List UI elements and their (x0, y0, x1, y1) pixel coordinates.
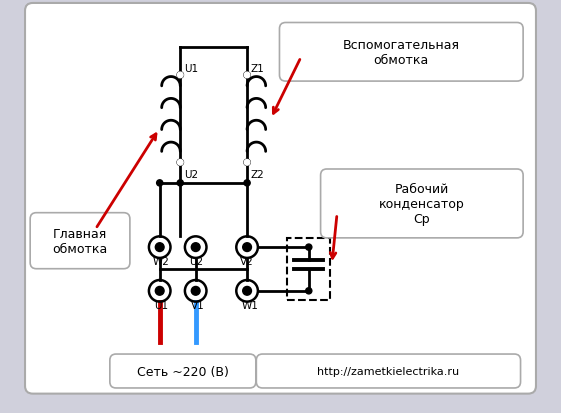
Text: Рабочий
конденсатор
Ср: Рабочий конденсатор Ср (379, 183, 465, 225)
Circle shape (306, 244, 312, 251)
Circle shape (244, 180, 250, 187)
FancyBboxPatch shape (110, 354, 256, 388)
Text: W1: W1 (242, 300, 259, 310)
Bar (287, 238, 330, 300)
Text: W2: W2 (153, 256, 170, 266)
Circle shape (191, 243, 200, 252)
Text: Главная
обмотка: Главная обмотка (52, 227, 108, 255)
FancyBboxPatch shape (279, 24, 523, 82)
FancyBboxPatch shape (25, 4, 536, 394)
Circle shape (306, 288, 312, 294)
FancyBboxPatch shape (320, 170, 523, 238)
Text: U1: U1 (155, 300, 169, 310)
Text: Вспомогательная
обмотка: Вспомогательная обмотка (343, 39, 460, 66)
Circle shape (244, 73, 250, 78)
Text: http://zametkielectrika.ru: http://zametkielectrika.ru (318, 366, 459, 376)
Circle shape (177, 160, 183, 166)
Text: U2: U2 (189, 256, 203, 266)
FancyBboxPatch shape (30, 213, 130, 269)
FancyBboxPatch shape (256, 354, 521, 388)
Circle shape (243, 287, 251, 295)
Text: V1: V1 (191, 300, 204, 310)
Text: V2: V2 (241, 256, 254, 266)
Text: Z2: Z2 (251, 169, 264, 179)
Text: Z1: Z1 (251, 64, 264, 74)
Circle shape (244, 160, 250, 166)
Text: Сеть ~220 (В): Сеть ~220 (В) (137, 365, 229, 377)
Circle shape (157, 180, 163, 187)
Circle shape (177, 73, 183, 78)
Text: U2: U2 (184, 169, 198, 179)
Circle shape (177, 180, 183, 187)
Circle shape (155, 287, 164, 295)
Circle shape (155, 243, 164, 252)
Circle shape (243, 243, 251, 252)
Text: U1: U1 (184, 64, 198, 74)
Circle shape (191, 287, 200, 295)
